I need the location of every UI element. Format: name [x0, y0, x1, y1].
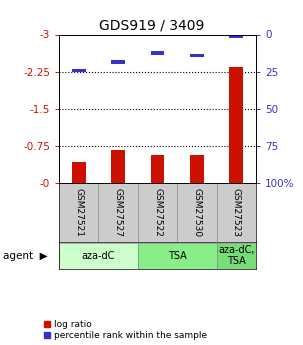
Bar [190, 54, 204, 58]
Text: GSM27521: GSM27521 [74, 188, 83, 237]
Legend: log ratio, percentile rank within the sample: log ratio, percentile rank within the sa… [44, 320, 207, 341]
Bar [111, 60, 125, 64]
Bar [111, 150, 125, 183]
Text: GDS919 / 3409: GDS919 / 3409 [99, 19, 204, 33]
Text: GSM27523: GSM27523 [232, 188, 241, 237]
Text: aza-dC: aza-dC [82, 250, 115, 260]
Bar [190, 155, 204, 183]
Bar [151, 51, 165, 55]
Text: agent  ▶: agent ▶ [3, 250, 48, 260]
Bar [217, 243, 256, 268]
Bar [229, 34, 243, 38]
Text: GSM27530: GSM27530 [192, 188, 201, 237]
Bar [72, 162, 86, 183]
Bar [72, 69, 86, 72]
Bar [151, 155, 165, 183]
Text: aza-dC,
TSA: aza-dC, TSA [218, 245, 255, 266]
Text: TSA: TSA [168, 250, 187, 260]
Text: GSM27522: GSM27522 [153, 188, 162, 237]
Bar [138, 243, 217, 268]
Bar [229, 67, 243, 183]
Text: GSM27527: GSM27527 [114, 188, 123, 237]
Bar [59, 243, 138, 268]
